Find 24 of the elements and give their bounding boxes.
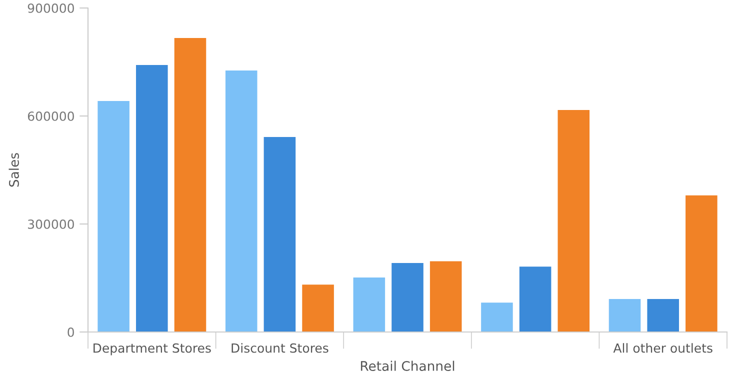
bar — [353, 277, 386, 332]
bar — [430, 261, 462, 332]
x-axis-title: Retail Channel — [360, 360, 454, 371]
bar — [481, 302, 513, 332]
y-axis-title: Sales — [8, 153, 19, 187]
bar — [136, 65, 168, 332]
y-tick-label: 0 — [68, 327, 74, 337]
bar — [225, 70, 258, 332]
x-tick-label: Discount Stores — [232, 343, 328, 353]
bar — [174, 38, 206, 332]
bar — [558, 110, 590, 332]
bar — [519, 266, 552, 332]
bar — [608, 299, 641, 332]
bar — [302, 284, 334, 332]
bar — [392, 263, 424, 332]
x-tick-label: Department Stores — [94, 343, 211, 356]
bar — [264, 137, 296, 332]
bar — [686, 195, 718, 332]
y-tick-label: 600000 — [28, 111, 74, 121]
bar — [98, 101, 130, 332]
y-tick-label: 900000 — [28, 3, 74, 13]
x-tick-label: All other outlets — [613, 343, 712, 353]
y-tick-label: 300000 — [28, 219, 74, 229]
bar — [647, 299, 679, 332]
